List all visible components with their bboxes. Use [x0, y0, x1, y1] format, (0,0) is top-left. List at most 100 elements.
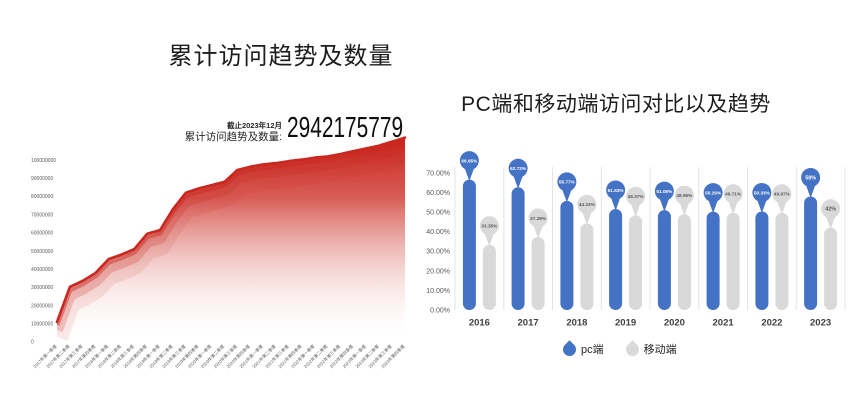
y-tick-label: 100000000: [31, 158, 56, 164]
value-label: 49.67%: [774, 192, 791, 197]
value-balloon: [723, 184, 743, 204]
year-label: 2020: [664, 318, 685, 329]
bar-移动端-2023: [824, 227, 838, 310]
pc-legend-label: pc端: [581, 344, 604, 356]
value-label: 62.72%: [510, 166, 527, 171]
year-label: 2021: [713, 318, 735, 329]
bar-移动端-2018: [580, 223, 594, 310]
y-tick-label: 40.00%: [426, 229, 450, 236]
y-tick-label: 50000000: [31, 249, 53, 255]
pc-legend-icon: [560, 339, 579, 359]
balloon-tail: [757, 200, 767, 213]
y-tick-label: 10.00%: [426, 288, 450, 295]
stat-value: 2942175779: [287, 112, 404, 144]
value-label: 44.23%: [579, 202, 596, 207]
balloon-tail: [484, 233, 494, 247]
y-tick-label: 20.00%: [426, 268, 450, 275]
balloon-tail: [679, 203, 689, 216]
balloon-tail: [464, 168, 474, 182]
year-label: 2022: [761, 318, 782, 329]
legend-item-pc: pc端: [560, 339, 604, 359]
pc-mobile-title: PC端和移动端访问对比以及趋势: [461, 93, 771, 116]
cumulative-visits-title: 累计访问趋势及数量: [168, 43, 394, 70]
bar-pc端-2016: [462, 179, 476, 310]
value-balloon: [703, 183, 723, 203]
value-balloon: [801, 168, 821, 187]
bar-移动端-2019: [629, 215, 643, 310]
value-balloon: [606, 180, 626, 200]
value-balloon: [528, 208, 548, 228]
year-label: 2017: [518, 318, 539, 329]
value-balloon: [752, 183, 772, 202]
bar-移动端-2016: [482, 244, 496, 310]
balloon-tail: [533, 226, 543, 239]
y-tick-label: 60.00%: [426, 190, 450, 197]
y-tick-label: 60000000: [31, 231, 53, 237]
trend-line: [55, 136, 407, 324]
legend-item-mobile: 移动端: [622, 339, 677, 359]
mobile-legend-label: 移动端: [643, 344, 677, 356]
value-label: 50.29%: [705, 190, 722, 195]
y-tick-label: 70000000: [31, 212, 53, 218]
value-label: 33.35%: [481, 224, 498, 229]
value-label: 37.28%: [530, 216, 547, 221]
bar-pc端-2021: [706, 211, 720, 310]
balloon-tail: [708, 200, 718, 214]
y-tick-label: 70.00%: [426, 170, 450, 177]
value-label: 48.95%: [676, 193, 693, 198]
value-balloon: [626, 186, 646, 206]
bar-移动端-2020: [677, 214, 691, 310]
y-tick-label: 0.00%: [430, 307, 450, 314]
balloon-tail: [826, 216, 836, 230]
bar-pc端-2020: [657, 210, 671, 310]
bar-pc端-2018: [560, 200, 574, 310]
year-label: 2018: [566, 318, 587, 329]
bar-移动端-2022: [775, 212, 789, 310]
bar-移动端-2017: [531, 237, 545, 310]
balloon-tail: [513, 176, 523, 189]
balloon-tail: [728, 201, 738, 215]
bar-pc端-2017: [511, 187, 525, 310]
area-glow: [57, 138, 405, 341]
balloon-tail: [611, 198, 621, 211]
value-label: 51.63%: [608, 188, 625, 193]
balloon-tail: [562, 189, 572, 203]
balloon-tail: [631, 204, 641, 217]
mobile-legend-icon: [622, 339, 642, 359]
value-label: 50.33%: [754, 190, 771, 195]
value-label: 49.71%: [725, 192, 742, 197]
value-balloon: [479, 216, 499, 236]
value-balloon: [577, 194, 597, 214]
value-label: 55.77%: [559, 180, 576, 185]
value-label: 51.05%: [656, 189, 673, 194]
value-balloon: [459, 151, 479, 171]
y-tick-label: 30.00%: [426, 249, 450, 256]
balloon-tail: [806, 185, 816, 198]
value-balloon: [557, 172, 577, 192]
bar-pc端-2019: [609, 209, 623, 310]
balloon-tail: [777, 201, 787, 215]
year-label: 2019: [615, 318, 636, 329]
year-label: 2023: [810, 318, 831, 329]
area-fill: [57, 137, 405, 342]
value-label: 42%: [825, 207, 836, 213]
year-label: 2016: [469, 318, 490, 329]
y-tick-label: 80000000: [31, 194, 53, 200]
value-balloon: [821, 199, 841, 219]
value-balloon: [654, 181, 674, 201]
stat-label: 累计访问趋势及数量:: [184, 130, 282, 143]
bar-pc端-2023: [804, 196, 818, 310]
value-balloon: [508, 158, 528, 178]
value-label: 48.37%: [628, 194, 645, 199]
y-tick-label: 50.00%: [426, 210, 450, 217]
value-balloon: [674, 185, 694, 205]
stat-note: 截止2023年12月: [226, 121, 282, 130]
y-tick-label: 20000000: [31, 303, 53, 309]
bar-移动端-2021: [726, 212, 740, 310]
chart-legend: pc端 移动端: [560, 339, 677, 359]
value-balloon: [772, 184, 792, 204]
y-tick-label: 90000000: [31, 176, 53, 182]
